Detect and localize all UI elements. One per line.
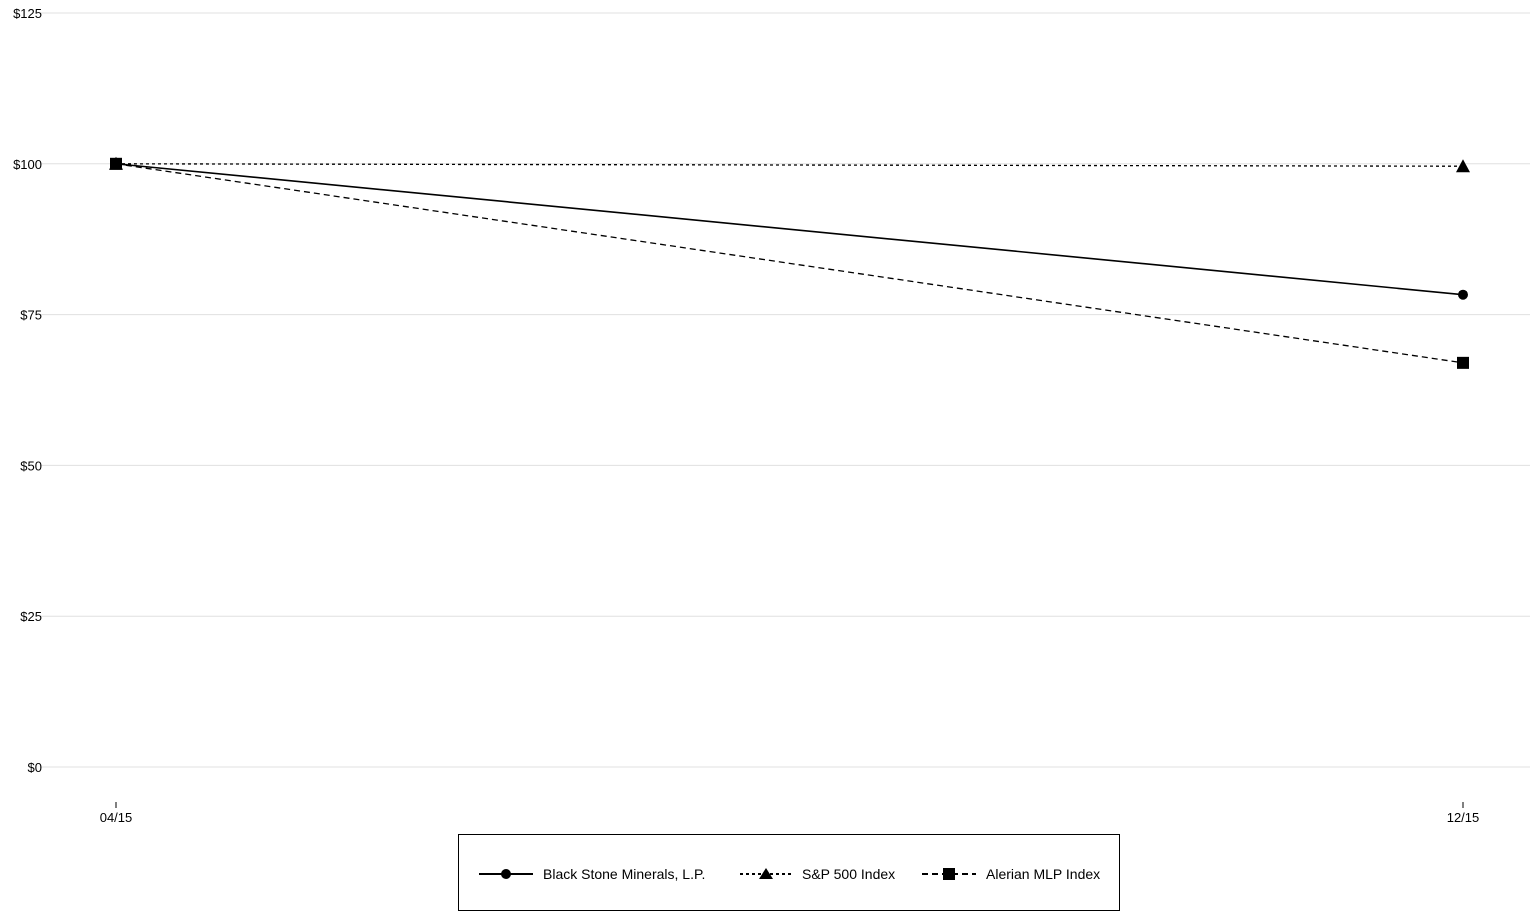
y-tick-label: $0 [28, 760, 42, 775]
data-point-circle [1458, 289, 1468, 300]
data-point-square [1457, 356, 1469, 369]
y-tick-label: $125 [13, 6, 42, 21]
legend-item-black-stone: Black Stone Minerals, L.P. [479, 835, 705, 912]
y-tick-label: $100 [13, 157, 42, 172]
series-line-1 [115, 163, 1464, 167]
series-line-0 [115, 163, 1464, 296]
data-point-square [110, 157, 122, 170]
data-point-triangle [1456, 159, 1470, 173]
y-tick-label: $25 [20, 609, 42, 624]
legend-circle-line-icon [479, 868, 533, 879]
legend-square-line-icon [922, 867, 976, 880]
legend-label: Black Stone Minerals, L.P. [543, 865, 706, 882]
y-tick-label: $75 [20, 308, 42, 323]
legend-item-alerian: Alerian MLP Index [922, 835, 1100, 912]
x-tick-label: 04/15 [100, 810, 133, 825]
legend-item-sp500: S&P 500 Index [740, 835, 895, 912]
legend-triangle-line-icon [740, 867, 792, 879]
legend-label: Alerian MLP Index [986, 865, 1101, 882]
legend: Black Stone Minerals, L.P. S&P 500 Index… [458, 834, 1120, 911]
series-line-2 [115, 163, 1464, 364]
legend-label: S&P 500 Index [802, 865, 896, 882]
x-tick-label: 12/15 [1447, 810, 1480, 825]
y-tick-label: $50 [20, 458, 42, 473]
